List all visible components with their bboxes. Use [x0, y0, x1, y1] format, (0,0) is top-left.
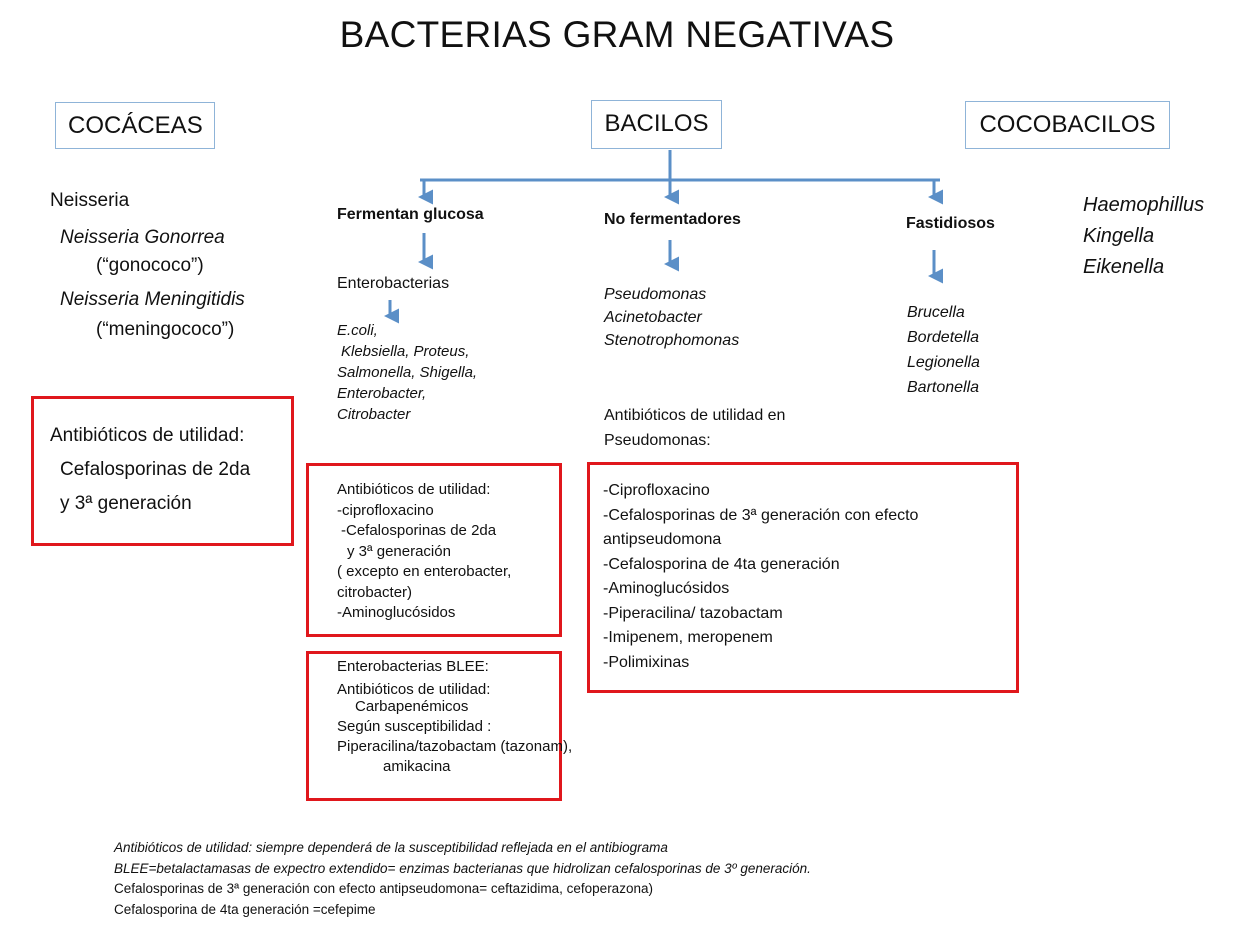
text-line: y 3ª generación: [60, 493, 192, 514]
header-cocaceas: COCÁCEAS: [55, 102, 215, 149]
species-item: Kingella: [1083, 225, 1155, 247]
species-item: Pseudomonas: [604, 286, 707, 303]
species-item: Klebsiella, Proteus,: [341, 343, 470, 360]
text-line: -ciprofloxacino: [337, 501, 434, 519]
common-meningococo: (“meningococo”): [96, 319, 235, 340]
cocaceas-antibiotics-text: Antibióticos de utilidad: Cefalosporinas…: [50, 419, 250, 521]
text-line: -Cefalosporinas de 2da: [341, 522, 497, 539]
species-item: Citrobacter: [337, 406, 411, 423]
neisseria-genus: Neisseria: [50, 190, 130, 211]
species-item: E.coli,: [337, 322, 378, 339]
species-item: Salmonella, Shigella,: [337, 364, 478, 381]
species-item: Bordetella: [907, 329, 980, 346]
text-line: -Piperacilina/ tazobactam: [603, 604, 783, 622]
pseudomonas-antibiotics-title: Antibióticos de utilidad en Pseudomonas:: [604, 403, 785, 453]
text-line: ( excepto en enterobacter,: [337, 563, 512, 580]
text-line: Antibióticos de utilidad:: [337, 680, 491, 698]
fermentan-antibiotics-text: Antibióticos de utilidad: -ciprofloxacin…: [337, 480, 511, 624]
text-line: Según susceptibilidad :: [337, 717, 492, 735]
text-line: -Aminoglucósidos: [337, 604, 456, 621]
species-item: Stenotrophomonas: [604, 332, 740, 349]
fermentan-antibiotics-box: [306, 463, 562, 637]
text-line: -Imipenem, meropenem: [603, 629, 773, 646]
footnote: Antibióticos de utilidad: siempre depend…: [114, 840, 668, 855]
enterobacterias-species: E.coli, Klebsiella, Proteus, Salmonella,…: [337, 320, 477, 425]
header-cocobacilos: COCOBACILOS: [965, 101, 1170, 149]
text-line: Piperacilina/tazobactam (tazonam),: [337, 738, 573, 755]
text-line: -Cefalosporina de 4ta generación: [603, 555, 840, 573]
blee-text: Enterobacterias BLEE: Antibióticos de ut…: [337, 657, 572, 776]
pseudomonas-antibiotics-box: [587, 462, 1019, 693]
label-nofermentadores: No fermentadores: [604, 211, 741, 228]
text-line: antipseudomona: [603, 531, 722, 548]
text-line: citrobacter): [337, 583, 413, 601]
text-line: Antibióticos de utilidad:: [50, 425, 245, 446]
species-item: Brucella: [907, 304, 965, 321]
footnote: Cefalosporina de 4ta generación =cefepim…: [114, 901, 376, 917]
text-line: Antibióticos de utilidad:: [337, 481, 491, 498]
footnote: BLEE=betalactamasas de expectro extendid…: [114, 860, 811, 876]
common-gonococo: (“gonococo”): [96, 255, 204, 276]
text-line: Antibióticos de utilidad en: [604, 407, 786, 424]
label-fermentan: Fermentan glucosa: [337, 206, 484, 223]
species-item: Legionella: [907, 354, 980, 371]
species-gonorrea: Neisseria Gonorrea: [60, 227, 225, 248]
header-bacilos: BACILOS: [591, 100, 722, 149]
species-item: Bartonella: [907, 379, 980, 396]
blee-box: [306, 651, 562, 801]
cocobacilos-species: Haemophillus Kingella Eikenella: [1083, 190, 1204, 283]
blee-title: Enterobacterias BLEE:: [337, 658, 489, 675]
pseudomonas-antibiotics-text: -Ciprofloxacino -Cefalosporinas de 3ª ge…: [603, 479, 918, 675]
text-line: -Cefalosporinas de 3ª generación con efe…: [603, 506, 919, 524]
fastidiosos-species: Brucella Bordetella Legionella Bartonell…: [907, 300, 980, 400]
footnote: Cefalosporinas de 3ª generación con efec…: [114, 881, 653, 896]
text-line: Cefalosporinas de 2da: [60, 459, 251, 480]
species-item: Enterobacter,: [337, 385, 427, 402]
text-line: Carbapenémicos: [355, 697, 469, 715]
footnotes: Antibióticos de utilidad: siempre depend…: [114, 838, 811, 920]
text-line: Pseudomonas:: [604, 432, 711, 449]
text-line: y 3ª generación: [347, 542, 451, 560]
species-item: Haemophillus: [1083, 194, 1205, 216]
species-meningitidis: Neisseria Meningitidis: [60, 289, 245, 310]
label-enterobacterias: Enterobacterias: [337, 275, 450, 292]
text-line: amikacina: [383, 757, 451, 775]
text-line: -Polimixinas: [603, 653, 690, 671]
cocaceas-antibiotics-box: [31, 396, 294, 546]
species-item: Eikenella: [1083, 256, 1165, 278]
text-line: -Aminoglucósidos: [603, 580, 730, 597]
label-fastidiosos: Fastidiosos: [906, 215, 995, 232]
nofermentadores-species: Pseudomonas Acinetobacter Stenotrophomon…: [604, 283, 739, 352]
species-item: Acinetobacter: [604, 309, 702, 326]
page-title: BACTERIAS GRAM NEGATIVAS: [339, 14, 895, 55]
text-line: -Ciprofloxacino: [603, 482, 710, 499]
